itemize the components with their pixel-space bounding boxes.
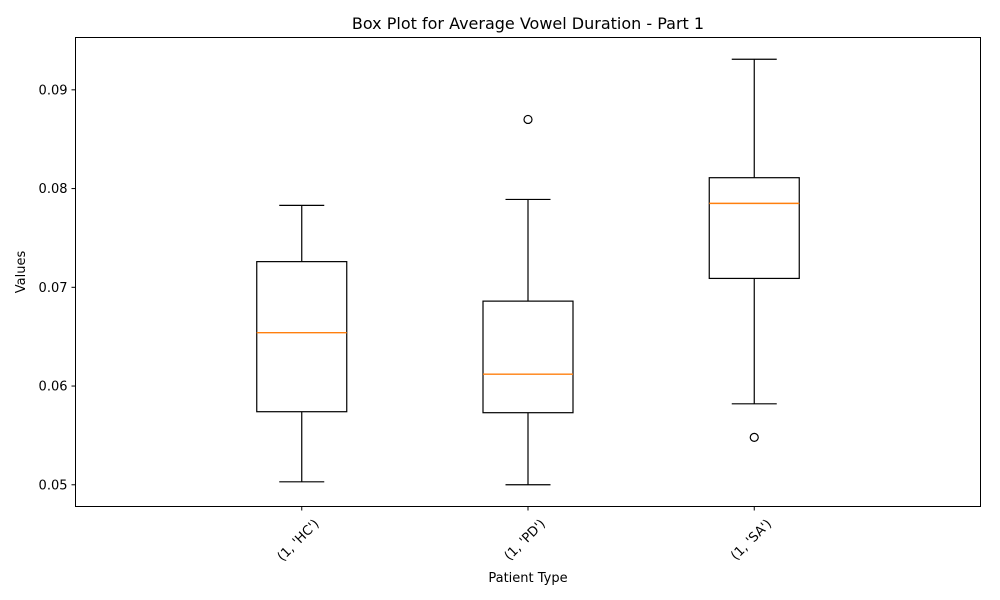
y-axis-label: Values (14, 251, 29, 294)
y-axis: 0.05 0.06 0.07 0.08 0.09 (39, 83, 76, 493)
y-tick-label: 0.07 (39, 281, 68, 296)
outlier-point (523, 114, 533, 125)
box-group-2 (482, 114, 574, 486)
chart-title: Box Plot for Average Vowel Duration - Pa… (352, 14, 704, 33)
box-group-1 (256, 204, 348, 483)
iqr-box (708, 177, 800, 280)
y-tick-label: 0.06 (39, 380, 68, 395)
x-tick-label: (1, 'SA') (728, 517, 775, 564)
y-tick-label: 0.08 (39, 182, 68, 197)
x-axis-label: Patient Type (488, 571, 567, 586)
outlier-point (749, 432, 759, 442)
box-group-3 (708, 58, 800, 442)
x-tick-label: (1, 'PD') (502, 517, 549, 564)
iqr-box (482, 300, 574, 414)
x-axis: (1, 'HC') (1, 'PD') (1, 'SA') (275, 506, 775, 565)
x-tick-label: (1, 'HC') (275, 517, 323, 565)
iqr-box (256, 261, 348, 413)
y-tick-label: 0.09 (39, 83, 68, 98)
y-tick-label: 0.05 (39, 478, 68, 493)
plot-area (256, 58, 800, 486)
